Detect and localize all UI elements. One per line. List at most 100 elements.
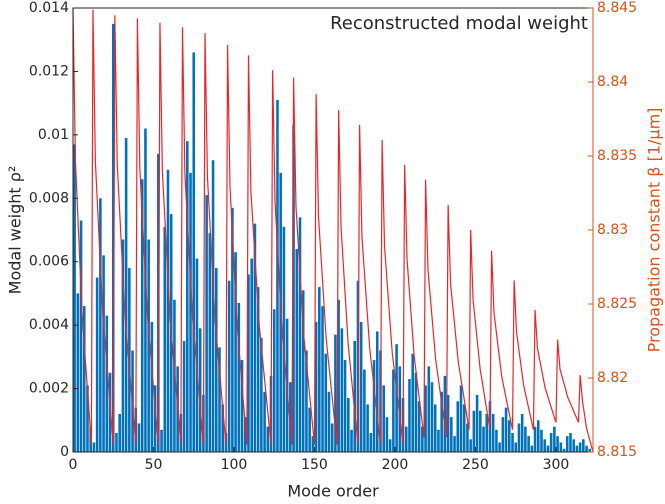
bar (221, 404, 225, 452)
bar (240, 360, 244, 452)
bar (527, 436, 530, 452)
bar (308, 407, 311, 452)
bar (414, 372, 418, 452)
bar (475, 394, 479, 452)
bar (520, 413, 524, 452)
line (72, 7, 594, 453)
y2-axis-label: Propagation constant β [1/μm] (645, 108, 664, 353)
y-tick-label: 0.008 (29, 190, 69, 206)
bar (253, 223, 257, 452)
bar (218, 347, 221, 452)
bar (443, 375, 447, 452)
bar (208, 233, 212, 452)
bar (424, 385, 427, 452)
bar (182, 341, 186, 452)
bar (214, 268, 218, 452)
y-tick-label: 0.014 (29, 0, 69, 16)
bar (86, 385, 89, 452)
bar (195, 258, 199, 452)
bar (565, 436, 569, 452)
bar (459, 385, 463, 452)
bar (227, 280, 231, 452)
bar (79, 220, 83, 452)
bar (124, 138, 128, 452)
bar (569, 432, 572, 452)
bar (189, 172, 192, 452)
bar (73, 144, 76, 452)
y-tick-label: 0.006 (29, 254, 69, 270)
bar (404, 426, 408, 452)
bar (350, 429, 353, 452)
bar (369, 432, 373, 452)
bar (382, 385, 385, 452)
bar (140, 179, 144, 452)
bar (160, 429, 163, 452)
bar (578, 442, 582, 452)
bar (456, 401, 460, 452)
bar (491, 413, 495, 452)
bar (530, 445, 534, 452)
bar (363, 369, 366, 452)
bar (256, 287, 260, 452)
bar (282, 226, 286, 452)
bar (507, 420, 511, 452)
x-axis-label: Mode order (287, 482, 379, 501)
y-tick-label: 0.004 (29, 317, 69, 333)
bar (453, 436, 456, 452)
bar (266, 426, 270, 452)
bar (340, 328, 344, 452)
x-tick-label: 50 (145, 457, 163, 473)
bar (263, 391, 266, 452)
y-tick-label: 0.01 (38, 127, 69, 143)
bar (511, 432, 514, 452)
bar (147, 239, 150, 452)
bar (318, 287, 321, 452)
bar (446, 394, 450, 452)
bar (128, 268, 131, 452)
bar (408, 379, 411, 452)
y-tick-label: 0.012 (29, 63, 69, 79)
bar (392, 369, 395, 452)
y2-tick-label: 8.815 (597, 444, 637, 460)
bar (95, 277, 99, 452)
bar (243, 417, 247, 452)
bar (450, 417, 453, 452)
bar (324, 353, 328, 452)
bar (540, 429, 543, 452)
bar (562, 448, 566, 452)
bar (205, 195, 208, 452)
bar (76, 293, 80, 452)
bar (504, 407, 508, 452)
bar (575, 445, 579, 452)
bar (524, 426, 527, 452)
bar (427, 366, 431, 452)
bar (517, 423, 521, 452)
bar (82, 306, 86, 452)
bar (366, 404, 369, 452)
bar (153, 385, 157, 452)
bar (305, 350, 308, 452)
bar (92, 442, 96, 452)
bar (144, 128, 147, 452)
y2-tick-label: 8.845 (597, 0, 637, 16)
y2-tick-label: 8.82 (597, 370, 628, 386)
bar (372, 360, 376, 452)
title-box (284, 10, 592, 38)
bar (466, 423, 469, 452)
bar (385, 417, 389, 452)
bar (472, 410, 476, 452)
chart-title: Reconstructed modal weight (330, 13, 588, 34)
bar (121, 239, 125, 452)
bar (289, 382, 292, 452)
bar (247, 274, 250, 452)
bar (536, 420, 540, 452)
bar (546, 445, 550, 452)
bar (430, 382, 434, 452)
bar (192, 52, 196, 453)
bar (417, 401, 421, 452)
bar (314, 321, 318, 452)
bar (137, 423, 141, 452)
bar (211, 160, 215, 452)
bar (485, 413, 489, 452)
x-tick-label: 250 (462, 457, 489, 473)
